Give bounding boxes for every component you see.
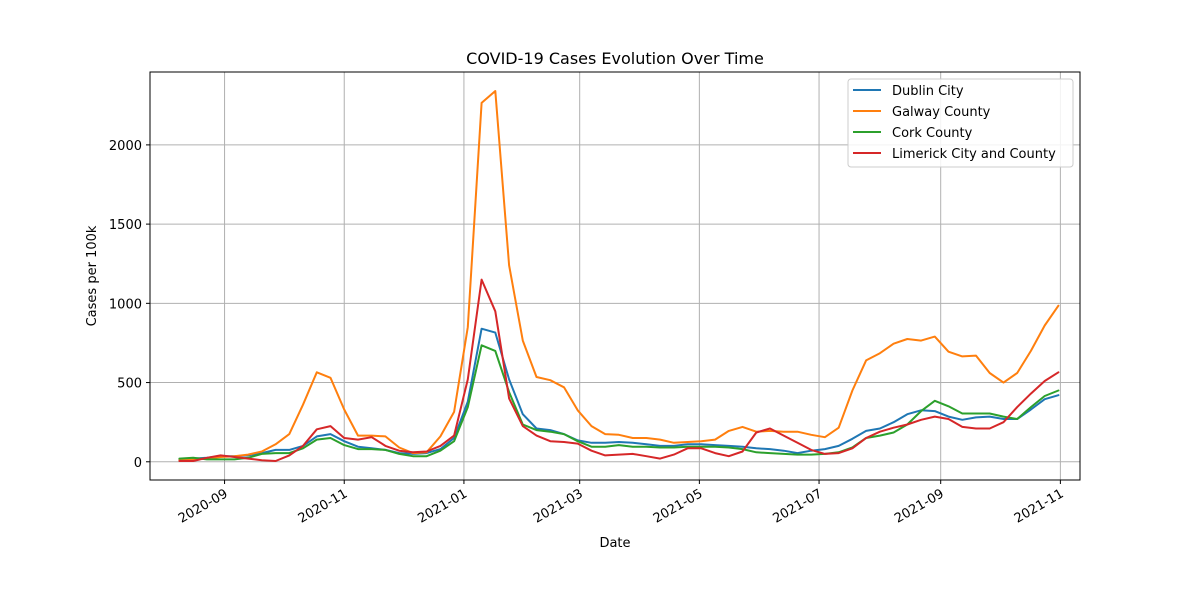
legend-box — [847, 78, 1074, 168]
tick-layer: 2020-09 2020-11 2021-01 2021-03 2021-05 2021-… — [109, 139, 1066, 527]
series-line-2 — [178, 344, 1060, 461]
series-layer — [178, 90, 1060, 462]
series-line-0 — [178, 327, 1060, 461]
legend-label: Galway County — [892, 105, 991, 120]
x-tick-label: 2021-11 — [1012, 486, 1067, 526]
x-tick-label: 2021-09 — [892, 486, 947, 526]
series-line-3 — [178, 278, 1060, 462]
series-line-1 — [178, 90, 1060, 462]
chart-title: COVID-19 Cases Evolution Over Time — [466, 49, 764, 68]
x-tick-label: 2021-03 — [531, 486, 586, 526]
x-tick-label: 2021-07 — [771, 486, 826, 526]
x-tick-label: 2020-09 — [176, 486, 231, 526]
y-axis-title: Cases per 100k — [85, 225, 100, 326]
x-axis-title: Date — [599, 536, 630, 551]
y-tick-label: 1000 — [109, 297, 142, 312]
y-tick-label: 1500 — [109, 218, 142, 233]
legend: Dublin City Galway County Cork County Limer… — [847, 78, 1074, 168]
plot-frame — [149, 71, 1081, 481]
legend-label: Dublin City — [892, 84, 964, 99]
legend-label: Limerick City and County — [892, 147, 1056, 162]
y-tick-label: 2000 — [109, 139, 142, 154]
x-tick-label: 2020-11 — [296, 486, 351, 526]
y-tick-label: 500 — [117, 377, 142, 392]
y-tick-label: 0 — [134, 456, 142, 471]
x-tick-label: 2021-01 — [415, 486, 470, 526]
legend-label: Cork County — [892, 126, 973, 141]
x-tick-label: 2021-05 — [651, 486, 706, 526]
